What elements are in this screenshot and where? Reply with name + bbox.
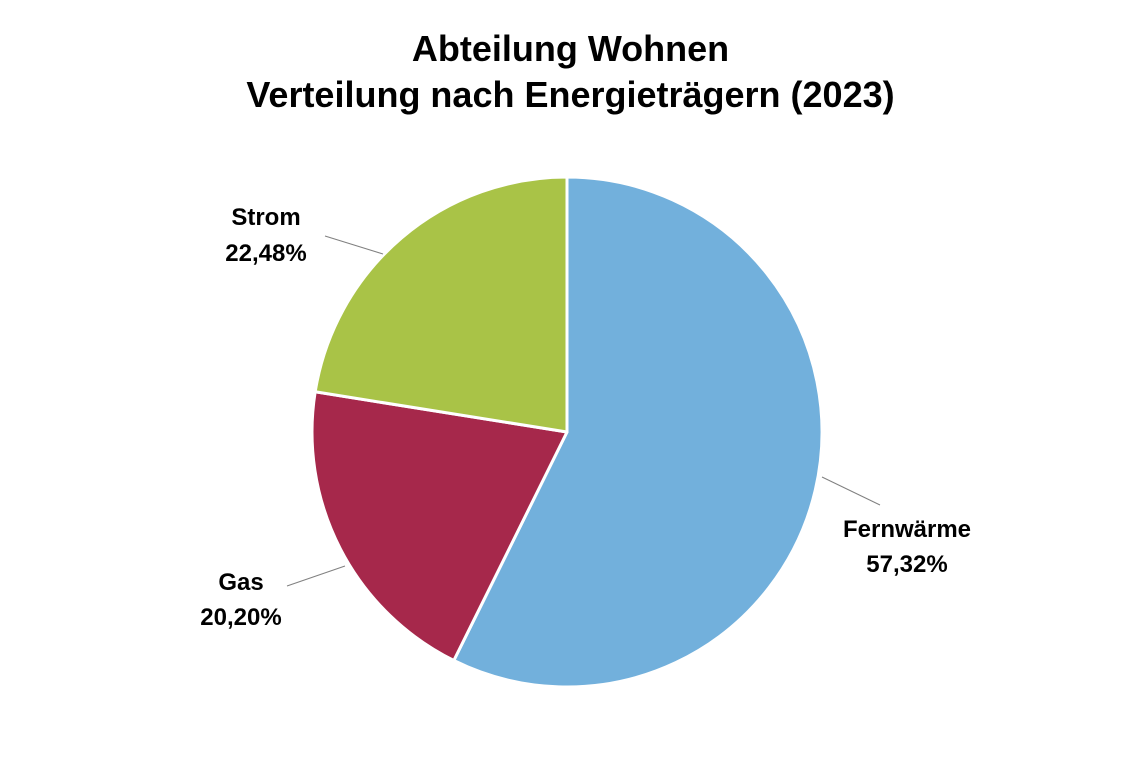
leader-line-fernwärme [821, 476, 881, 506]
slice-value-strom: 22,48% [225, 240, 306, 267]
pie-slice-strom [313, 175, 569, 434]
pie-slices [310, 175, 824, 689]
leader-lines [286, 235, 881, 587]
slice-value-gas: 20,20% [200, 604, 281, 631]
slice-value-fernwärme: 57,32% [866, 551, 947, 578]
slice-label-fernwärme: Fernwärme [843, 516, 971, 543]
slice-label-strom: Strom [231, 204, 300, 231]
chart-title-line-1: Abteilung Wohnen [411, 28, 730, 69]
pie-slice-gas [310, 390, 569, 663]
leader-line-strom [324, 235, 384, 255]
data-labels: Fernwärme 57,32% Gas 20,20% Strom 22,48% [200, 204, 971, 631]
pie-slice-fernwärme [452, 175, 824, 689]
chart-title-line-2: Verteilung nach Energieträgern (2023) [246, 74, 895, 115]
slice-label-gas: Gas [218, 569, 263, 596]
leader-line-gas [286, 565, 346, 587]
chart-title: Abteilung Wohnen Verteilung nach Energie… [0, 26, 1141, 118]
